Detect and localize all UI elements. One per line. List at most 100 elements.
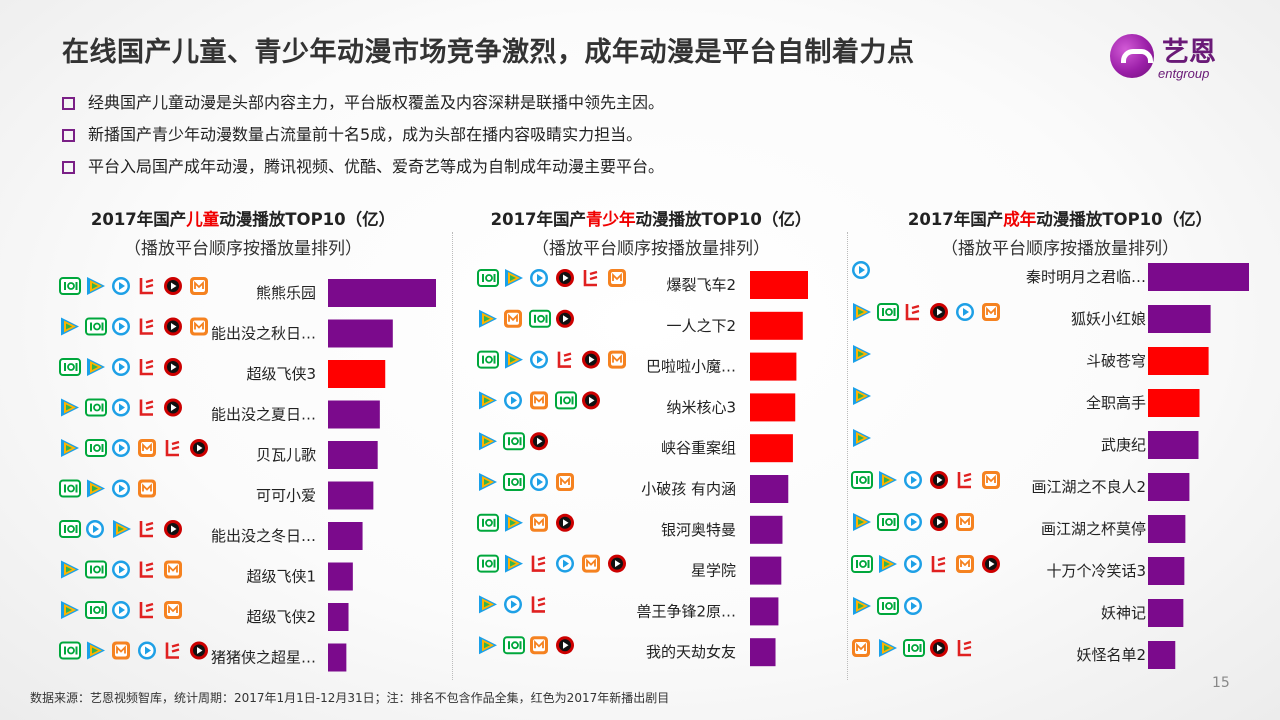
sohu-icon [608, 554, 626, 573]
category-label: 狐妖小红娘 [1071, 310, 1146, 328]
chart-title: 2017年国产青少年动漫播放TOP10（亿） [490, 210, 812, 229]
category-label: 能出没之秋日… [211, 325, 316, 343]
bar [750, 311, 803, 340]
youku-icon [112, 277, 130, 295]
bar [1148, 557, 1185, 585]
category-label: 秦时明月之君临… [1026, 268, 1146, 286]
chart-row: 爆裂飞车2 [477, 269, 808, 299]
platform-icons [477, 554, 626, 573]
tencent-video-icon [853, 429, 871, 447]
platform-icons [851, 555, 1000, 573]
mgtv-icon [530, 636, 548, 655]
letv-icon [165, 642, 180, 659]
page-number: 15 [1212, 675, 1230, 691]
mgtv-icon [138, 439, 156, 457]
tencent-video-icon [479, 391, 497, 410]
category-label: 能出没之冬日… [211, 527, 316, 545]
chart-row: 熊熊乐园 [59, 277, 436, 307]
youku-icon [112, 601, 130, 619]
iqiyi-icon [59, 479, 81, 498]
youku-icon [904, 513, 922, 531]
mgtv-icon [608, 269, 626, 287]
logo-cn-text: 艺恩 [1162, 37, 1216, 68]
iqiyi-icon [85, 560, 107, 579]
youku-icon [138, 641, 156, 660]
iqiyi-icon [85, 601, 107, 619]
category-label: 画江湖之杯莫停 [1041, 520, 1146, 538]
platform-icons [61, 439, 208, 457]
sohu-icon [556, 636, 574, 655]
platform-icons [61, 398, 182, 417]
sohu-icon [164, 398, 182, 417]
letv-icon [139, 561, 154, 578]
data-source-note: 数据来源：艺恩视频智库，统计周期：2017年1月1日-12月31日；注：排名不包… [30, 691, 670, 705]
category-label: 可可小爱 [256, 487, 316, 505]
category-label: 峡谷重案组 [661, 439, 736, 457]
square-bullet-icon [62, 161, 75, 174]
youku-icon [530, 473, 548, 491]
platform-icons [853, 387, 871, 405]
sohu-icon [164, 358, 182, 376]
youku-icon [904, 555, 922, 573]
bar [1148, 515, 1186, 543]
category-label: 爆裂飞车2 [666, 276, 736, 294]
platform-icons [479, 391, 600, 410]
bullet-item: 经典国产儿童动漫是头部内容主力，平台版权覆盖及内容深耕是联播中领先主因。 [62, 92, 664, 124]
chart-row: 我的天劫女友 [479, 636, 776, 667]
chart-subtitle: （播放平台顺序按播放量排列） [941, 239, 1179, 259]
bar [328, 522, 363, 550]
mgtv-icon [164, 601, 182, 619]
mgtv-icon [982, 303, 1000, 321]
chart-row: 超级飞侠3 [59, 358, 386, 388]
iqiyi-icon [477, 554, 499, 573]
bar [750, 638, 776, 667]
chart-panel-children: 2017年国产儿童动漫播放TOP10（亿） （播放平台顺序按播放量排列） 熊熊乐… [38, 200, 448, 680]
bar [750, 434, 793, 463]
sohu-icon [930, 303, 948, 321]
chart-row: 银河奥特曼 [477, 513, 783, 544]
letv-icon [139, 278, 154, 295]
chart-row: 能出没之秋日… [61, 317, 393, 348]
category-label: 贝瓦儿歌 [256, 446, 316, 464]
letv-icon [139, 359, 154, 376]
category-label: 我的天劫女友 [646, 643, 736, 661]
bar [328, 279, 436, 307]
entgroup-logo-icon [1110, 34, 1154, 78]
page-title: 在线国产儿童、青少年动漫市场竞争激烈，成年动漫是平台自制着力点 [62, 37, 915, 68]
bullet-item: 新播国产青少年动漫数量占流量前十名5成，成为头部在播内容吸睛实力担当。 [62, 124, 664, 156]
bar [750, 352, 797, 381]
youku-icon [112, 317, 130, 336]
letv-icon [139, 399, 154, 416]
tencent-video-icon [853, 345, 871, 363]
chart-row: 斗破苍穹 [853, 345, 1209, 375]
platform-icons [477, 269, 626, 287]
category-label: 银河奥特曼 [661, 521, 736, 539]
chart-row: 画江湖之杯莫停 [853, 513, 1186, 543]
letv-icon [957, 472, 972, 489]
platform-icons [479, 595, 546, 614]
iqiyi-icon [59, 641, 81, 660]
category-label: 超级飞侠1 [246, 568, 316, 586]
bar [328, 360, 386, 388]
youku-icon [904, 597, 922, 615]
iqiyi-icon [59, 277, 81, 295]
chart-row: 纳米核心3 [479, 391, 796, 422]
chart-row: 武庚纪 [853, 429, 1199, 459]
chart-panel-teen: 2017年国产青少年动漫播放TOP10（亿） （播放平台顺序按播放量排列） 爆裂… [456, 200, 846, 680]
tencent-video-icon [853, 513, 871, 531]
iqiyi-icon [877, 513, 899, 531]
youku-icon [530, 350, 548, 369]
tencent-video-icon [505, 554, 523, 573]
youku-icon [112, 439, 130, 457]
iqiyi-icon [59, 358, 81, 376]
iqiyi-icon [529, 309, 551, 328]
category-label: 全职高手 [1086, 394, 1146, 412]
tencent-video-icon [853, 387, 871, 405]
bullet-text: 新播国产青少年动漫数量占流量前十名5成，成为头部在播内容吸睛实力担当。 [88, 125, 643, 144]
youku-icon [556, 554, 574, 573]
youku-icon [504, 595, 522, 614]
platform-icons [853, 597, 922, 615]
tencent-video-icon [61, 439, 79, 457]
tencent-video-icon [479, 309, 497, 328]
